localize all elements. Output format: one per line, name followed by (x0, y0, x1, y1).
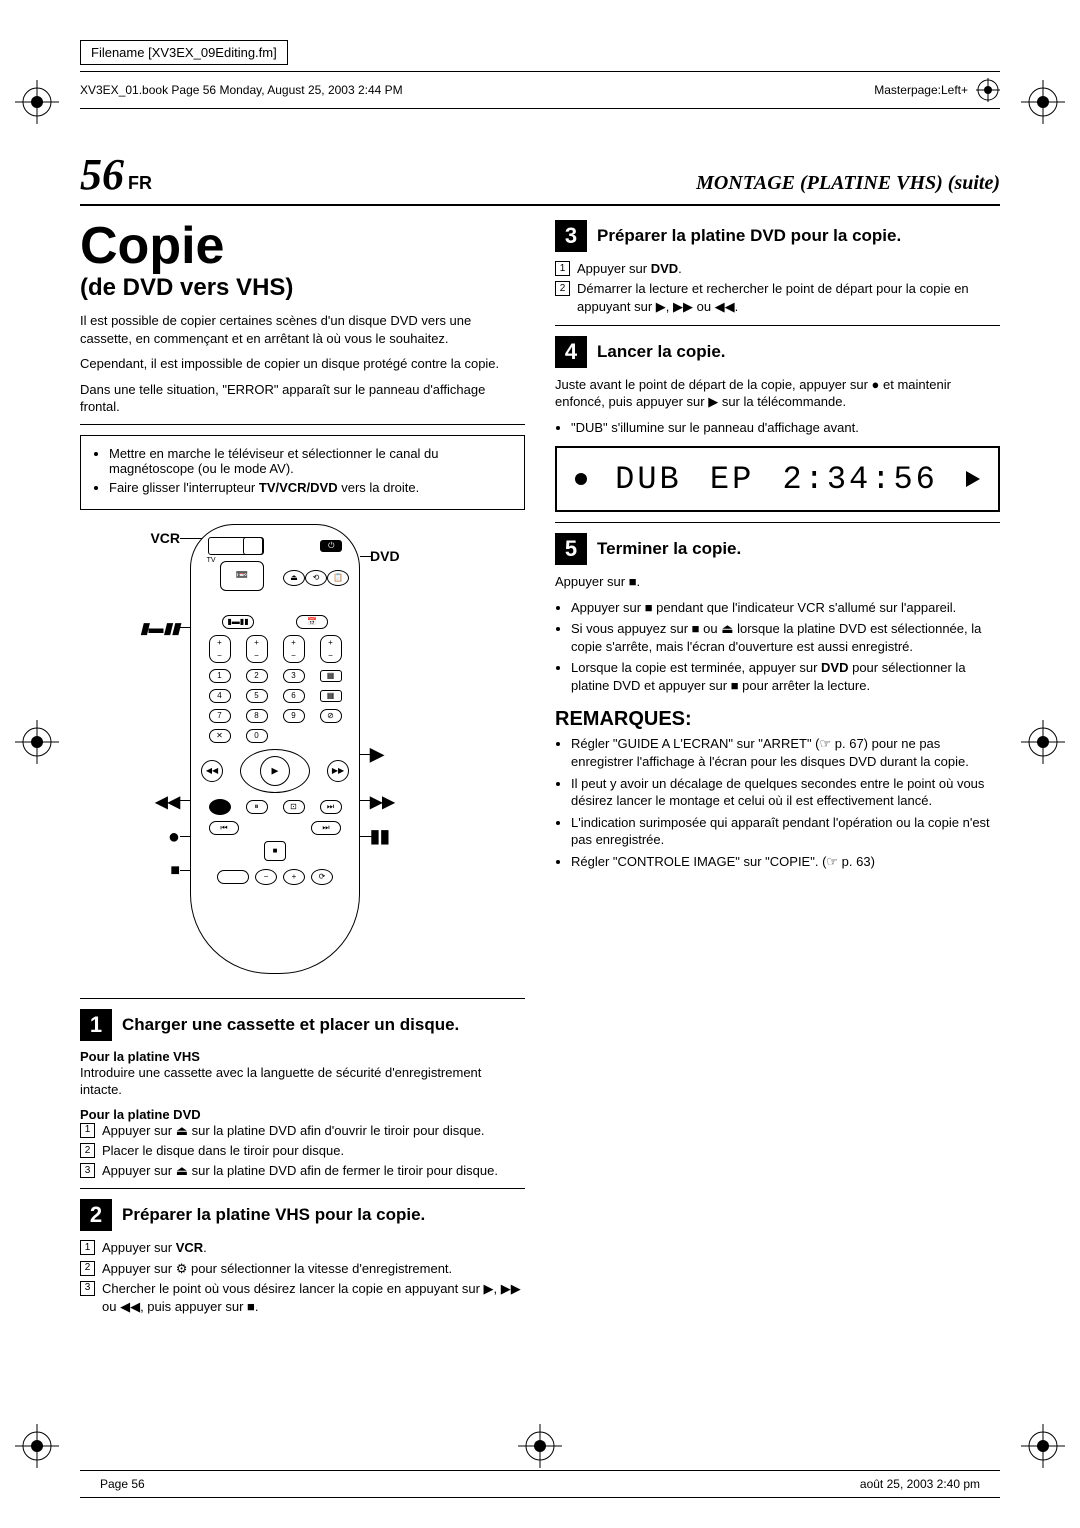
display-time: 2:34:56 (782, 461, 937, 498)
step-2-title: Préparer la platine VHS pour la copie. (122, 1205, 425, 1225)
step-1-title: Charger une cassette et placer un disque… (122, 1015, 459, 1035)
vfd-display: DUB EP 2:34:56 (555, 446, 1000, 512)
book-info-line: XV3EX_01.book Page 56 Monday, August 25,… (80, 71, 1000, 109)
list-item: Appuyer sur ■ pendant que l'indicateur V… (571, 599, 1000, 617)
crop-mark-icon (1021, 720, 1065, 764)
list-item: L'indication surimposée qui apparaît pen… (571, 814, 1000, 849)
footer-page: Page 56 (100, 1477, 145, 1491)
step-number-icon: 5 (555, 533, 587, 565)
list-item: Appuyer sur ⏏ sur la platine DVD afin de… (100, 1162, 525, 1180)
intro-2: Cependant, il est impossible de copier u… (80, 355, 525, 373)
crop-mark-icon (15, 720, 59, 764)
right-column: 3 Préparer la platine DVD pour la copie.… (555, 220, 1000, 1318)
step-4-text: Juste avant le point de départ de la cop… (555, 376, 1000, 411)
target-icon (976, 78, 1000, 102)
vcr-label: VCR (80, 530, 180, 546)
display-ep: EP (710, 461, 754, 498)
list-item: Il peut y avoir un décalage de quelques … (571, 775, 1000, 810)
tip-item: Faire glisser l'interrupteur TV/VCR/DVD … (109, 480, 512, 495)
dvd-label: DVD (370, 548, 400, 564)
step-5-lead: Appuyer sur ■. (555, 573, 1000, 591)
list-item: Régler "GUIDE A L'ECRAN" sur "ARRET" (☞ … (571, 735, 1000, 770)
list-item: Régler "CONTROLE IMAGE" sur "COPIE". (☞ … (571, 853, 1000, 871)
footer-date: août 25, 2003 2:40 pm (860, 1477, 980, 1491)
list-item: Si vous appuyez sur ■ ou ⏏ lorsque la pl… (571, 620, 1000, 655)
intro-1: Il est possible de copier certaines scèn… (80, 312, 525, 347)
display-dub: DUB (615, 461, 682, 498)
remote-diagram: VCR DVD ▮▬▮▮ ▶ ◀◀ ▶▶ ▮▮ ● ■ (80, 524, 525, 984)
page-header: 56FR MONTAGE (PLATINE VHS) (suite) (80, 149, 1000, 206)
page-lang: FR (128, 173, 152, 193)
list-item: Chercher le point où vous désirez lancer… (100, 1280, 525, 1316)
masterpage-text: Masterpage:Left+ (874, 83, 968, 97)
footer-line: Page 56 août 25, 2003 2:40 pm (80, 1470, 1000, 1498)
vhs-deck-text: Introduire une cassette avec la languett… (80, 1064, 525, 1099)
main-title: Copie (80, 220, 525, 272)
filename-box: Filename [XV3EX_09Editing.fm] (80, 40, 288, 65)
step-4-title: Lancer la copie. (597, 342, 726, 362)
book-text: XV3EX_01.book Page 56 Monday, August 25,… (80, 83, 403, 97)
crop-mark-icon (15, 1424, 59, 1468)
list-item: Lorsque la copie est terminée, appuyer s… (571, 659, 1000, 694)
list-item: Appuyer sur VCR. (100, 1239, 525, 1257)
list-item: Placer le disque dans le tiroir pour dis… (100, 1142, 525, 1160)
step-number-icon: 1 (80, 1009, 112, 1041)
list-item: Démarrer la lecture et rechercher le poi… (575, 280, 1000, 316)
crop-mark-icon (15, 80, 59, 124)
section-title: MONTAGE (PLATINE VHS) (suite) (696, 172, 1000, 195)
list-item: Appuyer sur ⚙ pour sélectionner la vites… (100, 1260, 525, 1278)
tips-box: Mettre en marche le téléviseur et sélect… (80, 435, 525, 510)
left-column: Copie (de DVD vers VHS) Il est possible … (80, 220, 525, 1318)
step-number-icon: 4 (555, 336, 587, 368)
subtitle: (de DVD vers VHS) (80, 274, 525, 302)
intro-3: Dans une telle situation, "ERROR" appara… (80, 381, 525, 416)
record-dot-icon (575, 473, 587, 485)
vhs-deck-label: Pour la platine VHS (80, 1049, 525, 1064)
tip-item: Mettre en marche le téléviseur et sélect… (109, 446, 512, 476)
list-item: Appuyer sur DVD. (575, 260, 1000, 278)
page-number: 56 (80, 150, 124, 199)
step-number-icon: 2 (80, 1199, 112, 1231)
list-item: Appuyer sur ⏏ sur la platine DVD afin d'… (100, 1122, 525, 1140)
crop-mark-icon (518, 1424, 562, 1468)
step-number-icon: 3 (555, 220, 587, 252)
step-5-title: Terminer la copie. (597, 539, 741, 559)
play-icon (966, 471, 980, 487)
remarks-title: REMARQUES: (555, 708, 1000, 731)
dvd-deck-label: Pour la platine DVD (80, 1107, 525, 1122)
list-item: "DUB" s'illumine sur le panneau d'affich… (571, 419, 1000, 437)
crop-mark-icon (1021, 80, 1065, 124)
tv-label: TV (207, 557, 216, 564)
step-3-title: Préparer la platine DVD pour la copie. (597, 226, 901, 246)
crop-mark-icon (1021, 1424, 1065, 1468)
